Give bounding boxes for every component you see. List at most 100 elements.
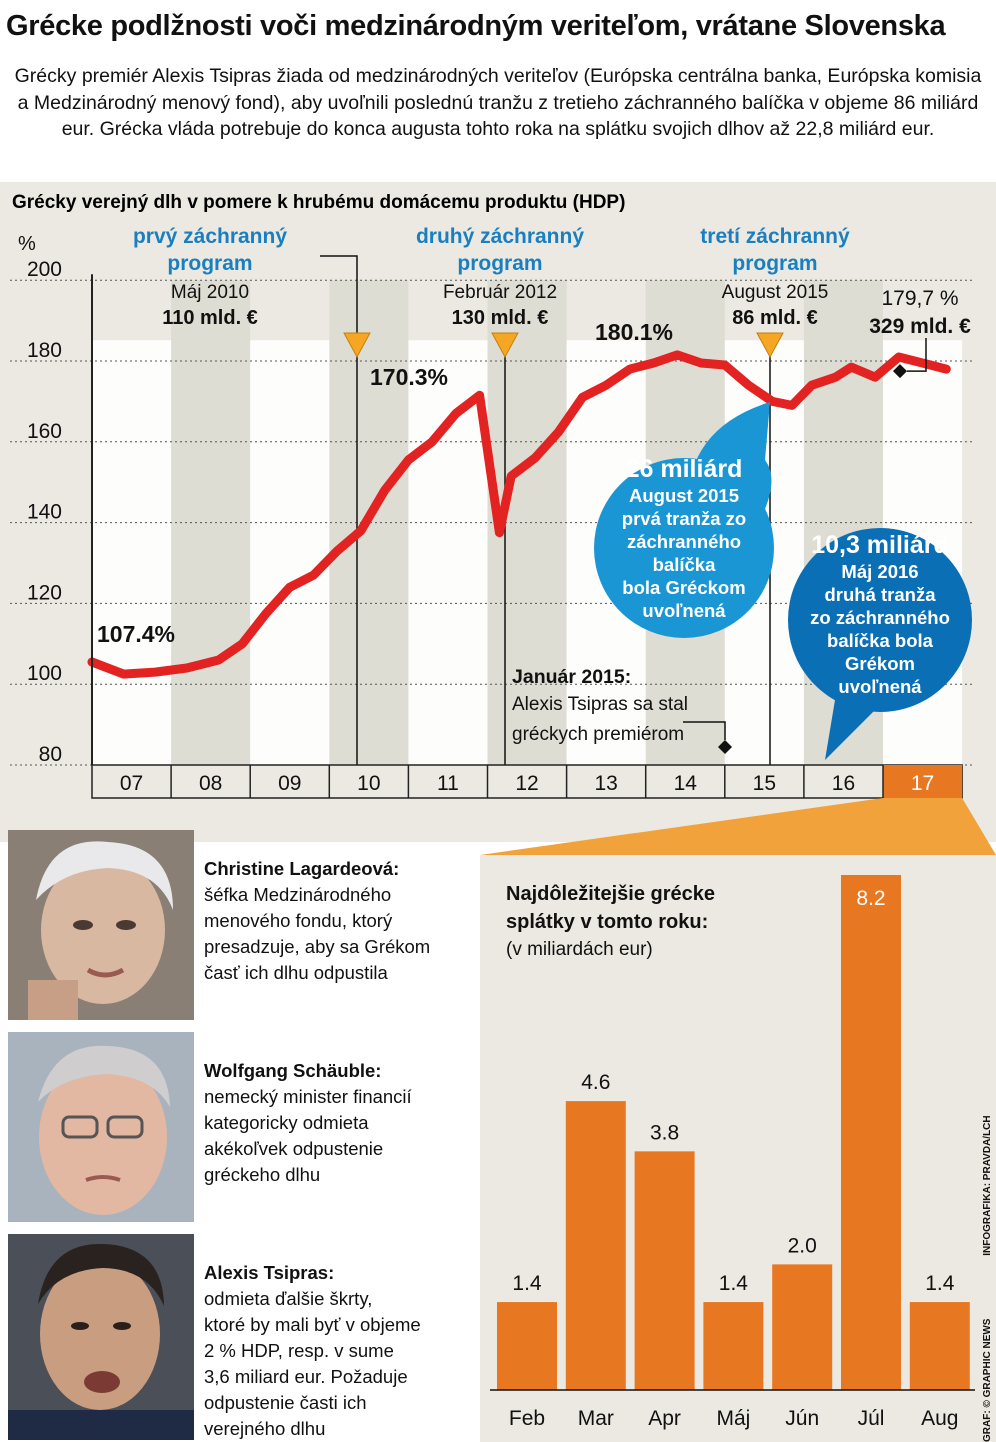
x-tick-13: 13 [594, 772, 617, 795]
bar-category-Aug: Aug [921, 1407, 958, 1430]
end-label-amount: 329 mld. € [869, 315, 971, 338]
bar-label-Apr: 3.8 [650, 1121, 679, 1144]
x-tick-12: 12 [515, 772, 538, 795]
x-tick-14: 14 [674, 772, 698, 795]
program-1-marker [491, 332, 519, 359]
end-marker [893, 364, 907, 379]
year-band-light-11 [408, 340, 488, 765]
lagarde-photo [8, 830, 194, 1020]
y-axis-unit: % [18, 233, 36, 255]
x-axis-box [91, 764, 963, 799]
bar-category-Máj: Máj [716, 1407, 750, 1430]
value-label-2: 180.1% [595, 319, 673, 345]
x-highlight-17 [883, 765, 963, 798]
schauble-text: Wolfgang Schäuble: nemecký minister fina… [204, 1058, 474, 1188]
bubble-second-tranche: 10,3 miliárd Máj 2016 druhá tranža zo zá… [810, 531, 950, 697]
value-label-0: 107.4% [97, 621, 175, 647]
bar-Feb [497, 1302, 557, 1390]
bubble-1-circle [594, 458, 774, 638]
program-2-date: August 2015 [722, 282, 829, 303]
bar-subtitle: (v miliardách eur) [506, 939, 653, 960]
program-0-date: Máj 2010 [171, 282, 249, 303]
bar-panel-connector [480, 798, 996, 855]
credit-info: INFOGRAFIKA: PRAVDA/LCH [982, 1115, 993, 1256]
annotation-title: Január 2015: [512, 666, 631, 688]
program-0-marker [343, 332, 371, 359]
end-connector [907, 338, 927, 372]
tsipras-photo [8, 1234, 194, 1440]
credit-graf: GRAF: © GRAPHIC NEWS [982, 1318, 993, 1442]
schauble-photo [8, 1032, 194, 1222]
program-1-amount: 130 mld. € [452, 307, 549, 329]
bar-label-Feb: 1.4 [512, 1272, 542, 1295]
end-label-pct: 179,7 % [881, 287, 958, 310]
bar-label-Jún: 2.0 [788, 1234, 817, 1257]
program-0-name1: prvý záchranný [133, 225, 287, 248]
y-tick-180: 180 [27, 339, 62, 362]
person-lagarde: Christine Lagardeová: šéfka Medzinárodné… [4, 822, 478, 1024]
debt-line [87, 350, 951, 679]
program-1-date: Február 2012 [443, 282, 557, 303]
person-schauble: Wolfgang Schäuble: nemecký minister fina… [4, 1024, 478, 1226]
x-tick-09: 09 [278, 772, 301, 795]
program-0-connector [320, 255, 358, 765]
bar-label-Aug: 1.4 [925, 1272, 955, 1295]
bar-label-Máj: 1.4 [719, 1272, 749, 1295]
bar-category-Júl: Júl [858, 1407, 885, 1430]
bar-Júl [841, 875, 901, 1390]
bubble-2-circle [788, 528, 972, 712]
page-title: Grécke podlžnosti voči medzinárodným ver… [6, 10, 946, 42]
lagarde-text: Christine Lagardeová: šéfka Medzinárodné… [204, 856, 474, 986]
line-chart-title: Grécky verejný dlh v pomere k hrubému do… [12, 192, 625, 213]
program-1-name2: program [457, 252, 542, 275]
program-2-marker [756, 332, 784, 359]
person-tsipras: Alexis Tsipras: odmieta ďalšie škrty, kt… [4, 1226, 478, 1440]
x-tick-11: 11 [437, 772, 459, 795]
x-tick-08: 08 [199, 772, 222, 795]
x-tick-15: 15 [753, 772, 776, 795]
program-2-name2: program [732, 252, 817, 275]
program-1-name1: druhý záchranný [416, 225, 584, 248]
bar-Jún [772, 1264, 833, 1390]
annotation-line1: Alexis Tsipras sa stal [512, 694, 688, 715]
bar-Apr [634, 1151, 695, 1390]
bar-label-Júl: 8.2 [856, 887, 885, 910]
schauble-name: Wolfgang Schäuble: [204, 1060, 382, 1081]
value-label-1: 170.3% [370, 364, 448, 390]
bubble-first-tranche: 26 miliárd August 2015 prvá tranža zo zá… [621, 455, 747, 621]
y-tick-140: 140 [27, 501, 62, 524]
x-tick-16: 16 [832, 772, 855, 795]
bar-category-Feb: Feb [509, 1407, 545, 1430]
bar-category-Jún: Jún [785, 1407, 819, 1430]
bar-title-line2: splátky v tomto roku: [506, 911, 708, 933]
y-tick-120: 120 [27, 581, 62, 604]
program-2-amount: 86 mld. € [732, 307, 818, 329]
bar-category-Mar: Mar [578, 1407, 614, 1430]
y-tick-80: 80 [39, 743, 62, 766]
bar-category-Apr: Apr [648, 1407, 681, 1430]
annotation-connector [683, 721, 726, 740]
x-tick-17: 17 [911, 772, 934, 795]
lagarde-name: Christine Lagardeová: [204, 858, 400, 879]
program-0-amount: 110 mld. € [162, 307, 258, 329]
annotation-line2: gréckych premiérom [512, 724, 684, 745]
program-0-name2: program [167, 252, 252, 275]
y-tick-200: 200 [27, 258, 62, 281]
y-tick-100: 100 [27, 662, 62, 685]
credits: GRAF: © GRAPHIC NEWS INFOGRAFIKA: PRAVDA… [982, 1062, 993, 1442]
y-tick-160: 160 [27, 420, 62, 443]
bar-Mar [565, 1101, 626, 1390]
x-tick-07: 07 [120, 772, 143, 795]
x-tick-10: 10 [357, 772, 380, 795]
bar-title-line1: Najdôležitejšie grécke [506, 883, 715, 905]
bubble-2-tail [825, 700, 880, 760]
year-band-light-09 [250, 340, 330, 765]
intro-text: Grécky premiér Alexis Tsipras žiada od m… [14, 65, 982, 140]
program-2-name1: tretí záchranný [700, 225, 850, 248]
year-band-light-07 [92, 340, 172, 765]
bar-Aug [909, 1302, 970, 1390]
annotation-marker [718, 740, 732, 754]
bar-label-Mar: 4.6 [581, 1071, 610, 1094]
tsipras-name: Alexis Tsipras: [204, 1262, 335, 1283]
